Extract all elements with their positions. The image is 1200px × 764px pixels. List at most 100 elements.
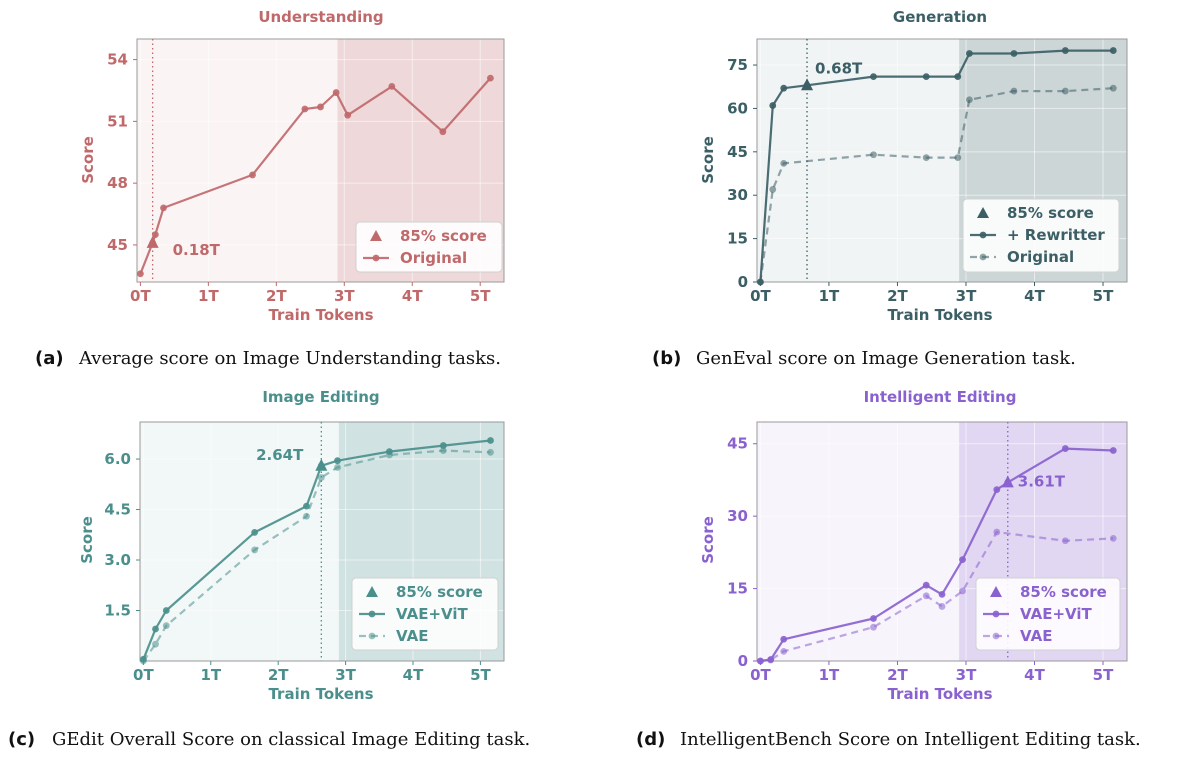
data-point [870,151,877,159]
data-point [1109,534,1117,542]
figure-caption-3: (d) IntelligentBench Score on Intelligent… [636,729,1141,750]
data-point [780,647,788,655]
x-tick-label: 2T [887,287,908,305]
x-tick-label: 5T [470,287,491,305]
legend: 85% score + Rewritter Original [962,198,1120,273]
data-point [959,556,966,564]
legend-entry-label: Original [1007,248,1074,266]
chart-panel-0: 0T 1T 2T 3T 4T 5T 45 48 51 54 Understanding Train T… [79,8,505,324]
data-point [160,204,167,212]
threshold-annotation: 0.18T [173,241,221,259]
x-tick-label: 5T [470,666,491,684]
data-point [780,635,788,643]
data-point [317,103,324,111]
legend-box [962,198,1120,273]
chart-title: Intelligent Editing [864,388,1017,406]
plot-frame [756,421,1128,662]
legend-marker-icon [979,231,987,239]
x-tick-label: 3T [335,666,356,684]
legend-entry-label: 85% score [400,227,487,245]
caption-text: GenEval score on Image Generation task. [696,348,1076,369]
y-tick-label: 51 [107,112,128,130]
threshold-marker [801,78,814,91]
legend-box [355,221,503,273]
data-point [317,474,325,481]
data-point [152,625,159,633]
data-point [870,615,877,622]
legend-box [351,577,499,651]
series-line-1 [142,449,491,662]
data-point [922,581,930,589]
data-point [487,448,494,456]
legend-entry-label: 85% score [1020,583,1107,601]
series-line-1 [760,530,1114,663]
legend: 85% score Original [355,221,503,273]
threshold-marker [1001,475,1014,488]
data-point [769,186,777,193]
legend-entry-label: 85% score [1007,204,1094,222]
threshold-annotation: 0.68T [815,59,863,77]
caption-tag: (a) [35,348,64,369]
legend-entry-label: VAE+ViT [1020,605,1093,623]
data-point [954,73,962,81]
threshold-annotation: 2.64T [256,446,304,464]
caption-tag: (b) [652,348,681,369]
legend: 85% score VAE+ViT VAE [975,577,1121,651]
plot-frame [756,38,1128,283]
data-point [1010,87,1018,95]
y-tick-label: 4.5 [104,501,131,519]
caption-text: IntelligentBench Score on Intelligent Ed… [680,729,1141,750]
threshold-annotation: 3.61T [1018,472,1066,490]
x-tick-label: 5T [1093,287,1114,305]
y-tick-label: 45 [107,236,128,254]
y-tick-label: 60 [727,99,748,117]
data-point [1061,537,1069,545]
data-point [1109,84,1117,92]
y-tick-label: 45 [727,143,748,161]
y-tick-label: 0 [738,652,748,670]
x-tick-label: 5T [1093,666,1114,684]
data-point [162,622,170,630]
x-axis-label: Train Tokens [268,685,373,703]
data-point [334,464,341,471]
data-point [388,82,396,90]
plot-frame [136,38,505,283]
data-point [1061,445,1069,452]
x-tick-label: 0T [130,287,151,305]
data-point [332,89,340,96]
data-point [439,128,447,136]
y-tick-label: 15 [727,580,748,598]
data-point [151,231,159,239]
data-point [993,486,1001,493]
y-tick-label: 48 [107,174,128,192]
threshold-marker [146,235,159,248]
chart-panel-3: 0T 1T 2T 3T 4T 5T 0 15 30 45 Intelligent Editing Tr… [699,388,1128,703]
data-point [954,154,962,162]
data-point [922,592,930,600]
x-tick-label: 3T [334,287,355,305]
legend-marker-icon [368,610,376,618]
data-point [757,278,764,286]
x-tick-label: 1T [200,666,221,684]
data-point [334,457,341,465]
caption-tag: (c) [8,729,35,750]
caption-text: GEdit Overall Score on classical Image E… [52,729,530,750]
x-tick-label: 3T [956,287,977,305]
legend-entry-label: VAE [1020,627,1052,645]
data-point [757,657,764,665]
legend-entry-label: VAE [396,627,428,645]
data-point [966,50,973,57]
data-point [439,442,447,449]
caption-text: Average score on Image Understanding tas… [78,348,501,369]
data-point [1061,87,1069,95]
data-point [767,656,775,664]
legend-triangle-icon [990,586,1002,597]
figure-caption-0: (a) Average score on Image Understanding … [35,348,501,369]
legend-marker-icon [368,632,376,640]
x-tick-label: 2T [266,287,287,305]
data-point [938,590,946,598]
chart-title: Understanding [258,8,383,26]
y-axis-label: Score [699,516,717,564]
x-tick-label: 0T [133,666,154,684]
x-tick-label: 1T [819,666,840,684]
